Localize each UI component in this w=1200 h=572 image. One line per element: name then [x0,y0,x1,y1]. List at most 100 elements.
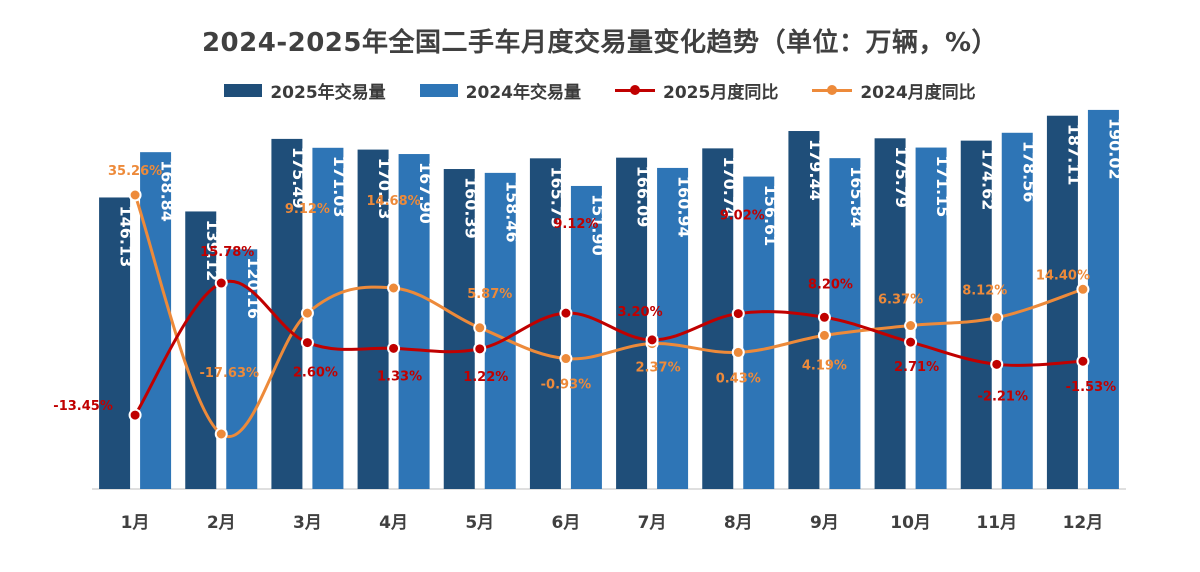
legend-swatch-2024-volume [419,84,458,97]
bar-2024 [1087,109,1119,490]
bar-2024 [398,154,430,490]
bar-2025-value-label: 166.09 [634,166,653,228]
yoy-2025-data-label: -2.21% [978,389,1029,404]
legend-item-2024-yoy: 2024月度同比 [812,78,976,103]
yoy-2024-point [128,188,142,202]
bar-2025 [99,197,131,490]
yoy-2024-data-label: 9.12% [285,202,330,217]
bar-2025-value-label: 146.13 [117,205,136,267]
bar-2024 [140,152,172,490]
bar-2024-value-label: 158.46 [502,181,521,243]
yoy-2025-point [645,333,659,347]
bar-2024 [915,147,947,489]
bar-2025-value-label: 170.74 [720,156,739,218]
yoy-2024-point [473,321,487,335]
yoy-2025-data-label: 2.60% [293,366,338,381]
yoy-2025-data-label: 1.33% [377,369,422,384]
yoy-2024-point [1076,282,1090,296]
chart-legend: 2025年交易量 2024年交易量 2025月度同比 2024月度同比 [0,78,1200,103]
x-tick-label: 11月 [976,513,1017,533]
legend-label-2025-volume: 2025年交易量 [270,83,386,103]
bar-2024 [657,167,689,490]
yoy-2025-data-label: 9.12% [553,217,598,232]
yoy-2025-point [214,276,228,290]
legend-label-2025-yoy: 2025月度同比 [663,83,779,103]
bar-2024-value-label: 165.84 [847,166,866,228]
bar-2025-value-label: 179.44 [806,139,825,201]
x-tick-label: 6月 [551,513,580,533]
x-tick-label: 9月 [810,513,839,533]
yoy-2025-data-label: 2.71% [894,360,939,375]
yoy-2024-point [387,281,401,295]
bar-2025-value-label: 175.79 [892,146,911,208]
yoy-2025-data-label: -1.53% [1066,380,1117,395]
bar-2024-value-label: 178.56 [1019,141,1038,203]
bar-2024 [743,176,775,489]
yoy-2024-point [300,306,314,320]
legend-label-2024-yoy: 2024月度同比 [860,83,976,103]
yoy-2025-point [473,342,487,356]
legend-item-2025-yoy: 2025月度同比 [615,78,778,103]
bar-2025-value-label: 170.13 [375,158,394,220]
bar-2025 [357,149,389,490]
yoy-2024-point [731,345,745,359]
bar-2025 [185,211,217,489]
yoy-2025-data-label: 8.20% [808,277,853,292]
bar-2025-value-label: 187.11 [1064,124,1083,186]
bar-2024-value-label: 156.61 [761,185,780,247]
yoy-2025-point [990,357,1004,371]
x-tick-label: 1月 [121,513,150,533]
yoy-2024-data-label: 0.43% [716,371,761,386]
yoy-2025-point [128,408,142,422]
legend-item-2024-volume: 2024年交易量 [419,78,581,103]
bar-2024-value-label: 171.15 [933,156,952,218]
bar-2024-value-label: 151.90 [588,194,607,256]
yoy-2025-data-label: 9.02% [720,209,765,224]
x-tick-label: 7月 [638,513,667,533]
yoy-2025-data-label: 3.20% [618,305,663,320]
legend-line-2025-yoy [615,84,655,97]
yoy-2024-data-label: 14.40% [1036,268,1090,283]
bar-2025 [616,157,648,489]
yoy-2024-data-label: 35.26% [108,164,162,179]
bar-2025 [443,169,475,489]
x-tick-label: 5月 [465,513,494,533]
yoy-2024-point [904,319,918,333]
bar-2024-value-label: 120.16 [244,257,263,319]
yoy-2024-point [214,427,228,441]
x-tick-label: 3月 [293,513,322,533]
bar-2025 [960,140,992,489]
bar-2024 [312,147,344,489]
x-tick-label: 10月 [890,513,931,533]
yoy-2024-point [559,352,573,366]
bar-2025-value-label: 175.49 [289,147,308,209]
yoy-2025-data-label: 15.78% [200,245,254,260]
bar-2025-value-label: 160.39 [461,177,480,239]
bar-2024-value-label: 171.03 [330,156,349,218]
bar-2024-value-label: 168.84 [158,160,177,222]
bar-2024 [570,185,602,489]
bar-2025 [788,131,820,489]
legend-item-2025-volume: 2025年交易量 [224,78,386,103]
yoy-2025-point [817,310,831,324]
yoy-2025-data-label: -13.45% [53,399,113,414]
yoy-2024-point [990,311,1004,325]
yoy-2025-point [1076,354,1090,368]
bar-2025 [1046,115,1078,490]
yoy-2024-data-label: 2.37% [636,361,681,376]
yoy-2025-point [559,306,573,320]
bar-2025 [271,138,303,489]
yoy-2024-data-label: -17.63% [199,366,259,381]
bar-2025-value-label: 165.75 [547,166,566,228]
legend-swatch-2025-volume [224,84,263,97]
yoy-2025-point [300,336,314,350]
yoy-2024-data-label: 6.37% [878,293,923,308]
bar-2024-value-label: 160.94 [675,176,694,238]
x-tick-label: 12月 [1063,513,1104,533]
bar-2024-value-label: 190.02 [1105,118,1124,180]
bar-2024-value-label: 167.90 [416,162,435,224]
x-tick-label: 8月 [724,513,753,533]
yoy-2025-point [904,335,918,349]
